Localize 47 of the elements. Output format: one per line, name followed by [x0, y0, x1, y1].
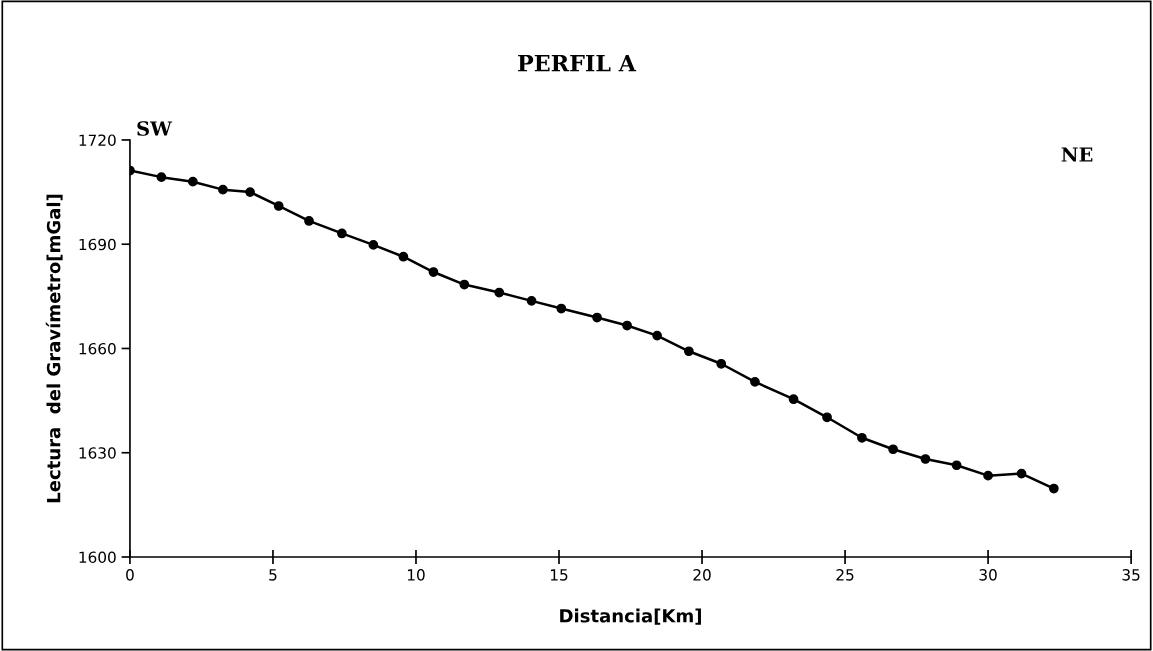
point	[459, 279, 470, 290]
point	[684, 346, 694, 357]
point	[920, 454, 931, 464]
y-tick-label: 1660	[79, 342, 116, 355]
text: SW	[137, 121, 173, 136]
point	[1016, 468, 1027, 479]
point	[304, 216, 314, 226]
point	[156, 172, 167, 183]
x-tick-label: 30	[979, 569, 997, 581]
y-axis-title: Lectura del Gravímetro[mGal]	[45, 194, 63, 503]
point	[750, 376, 760, 387]
point	[622, 320, 632, 331]
y-tick-label: 1600	[79, 551, 116, 564]
y-tick-label: 1720	[79, 134, 116, 146]
x-axis-title: Distancia[Km]	[560, 608, 701, 625]
point	[951, 460, 962, 471]
x-tick-label: 0	[126, 569, 134, 581]
x-tick-label: 35	[1122, 569, 1140, 581]
point	[788, 394, 799, 405]
point	[652, 330, 662, 341]
x-tick-label: 5	[269, 569, 277, 581]
point	[368, 240, 379, 250]
x-tick-label: 25	[836, 569, 854, 581]
point	[494, 287, 505, 298]
point	[983, 470, 993, 481]
chart-title: PERFIL A	[518, 55, 637, 72]
point	[888, 444, 898, 455]
point	[592, 312, 602, 323]
point	[273, 201, 284, 211]
y-tick-label: 1630	[79, 447, 116, 459]
point	[188, 176, 198, 187]
point	[822, 412, 832, 423]
point	[1048, 483, 1059, 494]
point	[716, 358, 727, 369]
point	[337, 228, 347, 239]
point	[398, 251, 409, 262]
point	[556, 303, 567, 314]
point	[218, 184, 228, 195]
point	[428, 267, 439, 277]
x-tick-label: 20	[693, 569, 711, 581]
point	[526, 296, 537, 306]
point	[245, 187, 255, 197]
x-tick-label: 10	[407, 569, 425, 581]
x-tick-label: 15	[550, 569, 568, 581]
y-tick-label: 1690	[79, 238, 116, 251]
annotation: NE	[1061, 147, 1093, 162]
point	[857, 432, 867, 443]
